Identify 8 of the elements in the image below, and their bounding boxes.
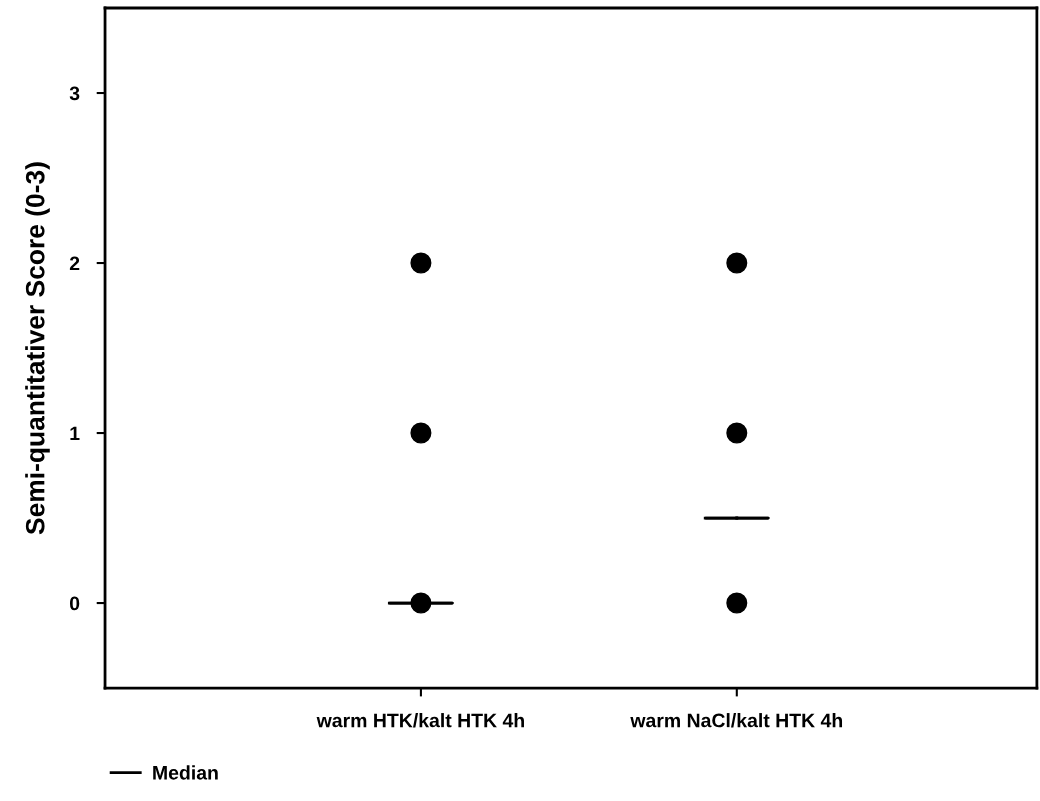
- x-tick-label: warm NaCl/kalt HTK 4h: [630, 713, 843, 728]
- y-axis-title: Semi-quantitativer Score (0-3): [25, 162, 50, 535]
- y-tick-label: 2: [69, 256, 80, 271]
- legend-label: Median: [153, 765, 218, 780]
- x-tick-label: warm HTK/kalt HTK 4h: [316, 713, 524, 728]
- y-tick-label: 1: [70, 426, 80, 441]
- y-tick-label: 3: [69, 86, 80, 101]
- y-tick-label: 0: [70, 596, 80, 611]
